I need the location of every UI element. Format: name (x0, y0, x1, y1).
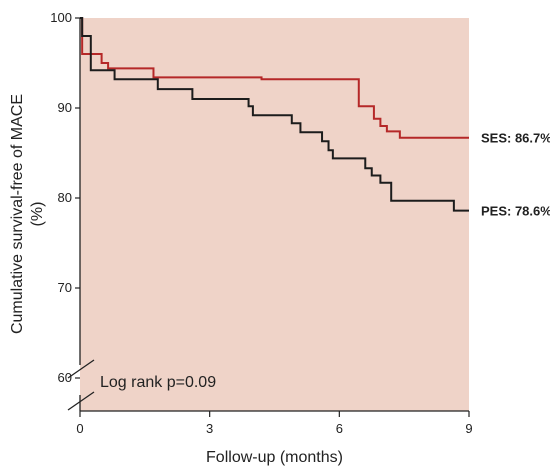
axis-break-mark-lower (67, 391, 95, 411)
x-tick-label: 9 (465, 421, 472, 436)
axis-break-mark-upper (67, 359, 95, 379)
series-line-pes (80, 17, 469, 212)
y-tick-label: 60 (58, 370, 72, 385)
series-line-ses (80, 17, 469, 139)
x-axis-title: Follow-up (months) (206, 449, 343, 466)
x-tick-label: 3 (206, 421, 213, 436)
y-tick-label: 100 (50, 10, 72, 25)
plot-area (80, 18, 469, 411)
y-tick-label: 80 (58, 190, 72, 205)
series-end-label-pes: PES: 78.6% (481, 204, 550, 219)
y-tick-label: 90 (58, 100, 72, 115)
x-tick-label: 0 (76, 421, 83, 436)
axes-layer: 60 70 80 90 100 0 3 6 9 (50, 10, 472, 436)
series-layer (80, 17, 469, 212)
labels-layer: SES: 86.7% PES: 78.6% (481, 131, 550, 219)
series-end-label-ses: SES: 86.7% (481, 131, 550, 146)
log-rank-annotation: Log rank p=0.09 (100, 374, 216, 391)
y-axis-title: Cumulative survival-free of MACE (9, 94, 26, 334)
y-axis-unit: (%) (29, 202, 46, 227)
y-tick-label: 70 (58, 280, 72, 295)
x-tick-label: 6 (336, 421, 343, 436)
